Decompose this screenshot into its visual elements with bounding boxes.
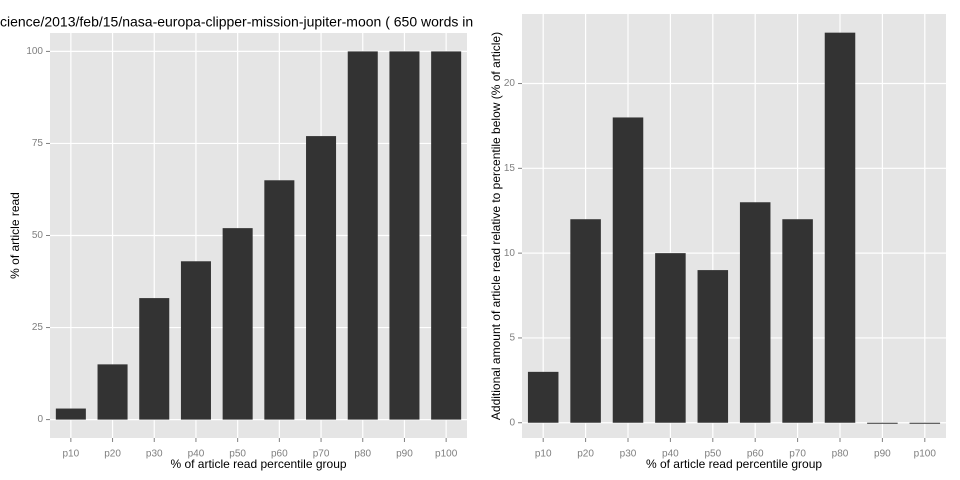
bar (824, 32, 856, 423)
chart-title: cience/2013/feb/15/nasa-europa-clipper-m… (0, 14, 473, 30)
y-tick-label: 25 (32, 322, 44, 333)
x-axis-label: % of article read percentile group (170, 457, 346, 471)
x-tick-label: p70 (313, 449, 330, 460)
bar (739, 202, 771, 423)
bar (180, 261, 211, 420)
x-tick-label: p20 (104, 449, 121, 460)
x-tick-label: p100 (435, 449, 458, 460)
x-tick-label: p10 (63, 449, 80, 460)
y-tick-label: 20 (504, 78, 516, 89)
x-axis-label: % of article read percentile group (646, 457, 822, 471)
x-tick-label: p80 (832, 449, 849, 460)
x-tick-label: p70 (789, 449, 806, 460)
bar (264, 180, 295, 420)
bar (97, 364, 128, 420)
x-tick-label: p100 (914, 449, 937, 460)
bar (867, 422, 898, 424)
x-tick-label: p80 (354, 449, 371, 460)
x-tick-label: p90 (874, 449, 891, 460)
y-tick-label: 15 (504, 163, 516, 174)
x-tick-label: p30 (620, 449, 637, 460)
x-tick-label: p20 (577, 449, 594, 460)
bar (222, 228, 253, 420)
x-tick-label: p90 (396, 449, 413, 460)
y-tick-label: 50 (32, 230, 44, 241)
x-tick-label: p50 (229, 449, 246, 460)
bar (139, 298, 170, 420)
y-tick-label: 75 (32, 138, 44, 149)
y-tick-label: 0 (509, 417, 515, 428)
bar (612, 117, 644, 423)
x-tick-label: p60 (271, 449, 288, 460)
bar (697, 270, 729, 423)
bar (55, 408, 86, 420)
bar (909, 422, 941, 424)
x-tick-label: p30 (146, 449, 163, 460)
x-tick-label: p40 (662, 449, 679, 460)
y-tick-label: 10 (504, 248, 516, 259)
x-tick-label: p60 (747, 449, 764, 460)
x-tick-label: p10 (535, 449, 552, 460)
bar (347, 51, 378, 420)
bar (570, 219, 601, 423)
bar (431, 51, 462, 420)
bar (389, 51, 420, 420)
bar (782, 219, 813, 423)
bar (306, 136, 337, 420)
y-axis-label: Additional amount of article read relati… (489, 32, 503, 420)
bar (527, 371, 559, 423)
y-tick-label: 100 (26, 46, 43, 57)
bar (655, 253, 686, 423)
y-tick-label: 5 (509, 333, 515, 344)
y-tick-label: 0 (37, 414, 43, 425)
x-tick-label: p40 (188, 449, 205, 460)
y-axis-label: % of article read (8, 192, 22, 279)
x-tick-label: p50 (704, 449, 721, 460)
